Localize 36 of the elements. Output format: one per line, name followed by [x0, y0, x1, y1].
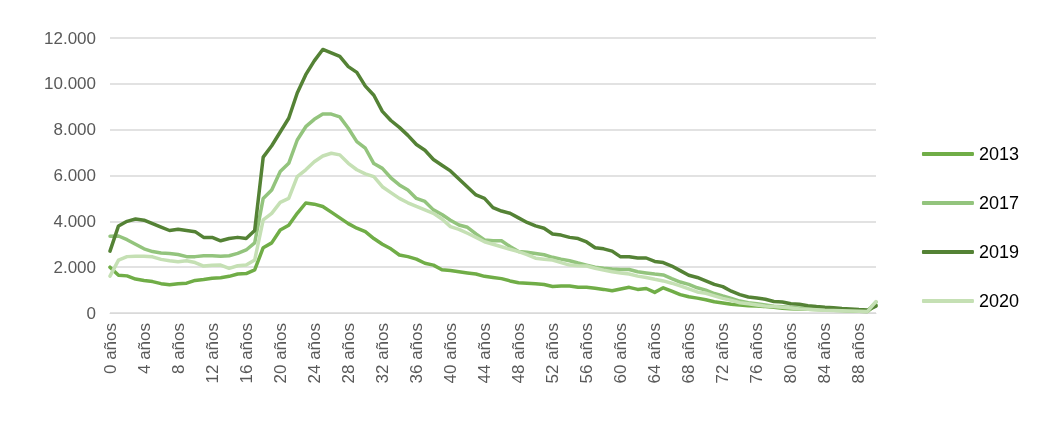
x-tick-label: 68 años [679, 323, 699, 384]
y-tick-label: 4.000 [53, 211, 96, 231]
x-tick-label: 60 años [611, 323, 631, 384]
x-tick-label: 8 años [168, 323, 188, 375]
legend-label: 2017 [978, 193, 1019, 213]
y-tick-label: 2.000 [53, 257, 96, 277]
y-tick-label: 8.000 [53, 120, 96, 140]
x-tick-label: 28 años [338, 323, 358, 384]
x-tick-label: 52 años [543, 323, 563, 384]
legend-label: 2013 [978, 144, 1019, 164]
x-tick-label: 64 años [645, 323, 665, 384]
legend-label: 2019 [978, 242, 1019, 262]
x-tick-label: 44 años [474, 323, 494, 384]
x-tick-label: 40 años [440, 323, 460, 384]
x-tick-label: 76 años [747, 323, 767, 384]
y-tick-label: 6.000 [53, 166, 96, 185]
x-tick-label: 24 años [304, 323, 324, 384]
x-tick-label: 88 años [849, 323, 869, 384]
x-tick-label: 20 años [270, 323, 290, 384]
x-tick-label: 4 años [134, 323, 154, 375]
x-tick-label: 84 años [815, 323, 835, 384]
line-series [108, 47, 878, 312]
x-tick-label: 0 años [100, 323, 120, 375]
x-tick-label: 72 años [713, 323, 733, 384]
y-tick-label: 0 [86, 303, 96, 323]
x-tick-label: 36 años [406, 323, 426, 384]
x-tick-label: 56 años [577, 323, 597, 384]
line-series [108, 151, 878, 314]
y-tick-label: 10.000 [44, 74, 96, 94]
x-tick-label: 80 años [781, 323, 801, 384]
legend-label: 2020 [978, 291, 1019, 311]
x-tick-label: 12 años [202, 323, 222, 384]
x-tick-label: 48 años [509, 323, 529, 384]
x-tick-label: 32 años [372, 323, 392, 384]
y-tick-label: 12.000 [44, 28, 96, 48]
x-tick-label: 16 años [236, 323, 256, 384]
